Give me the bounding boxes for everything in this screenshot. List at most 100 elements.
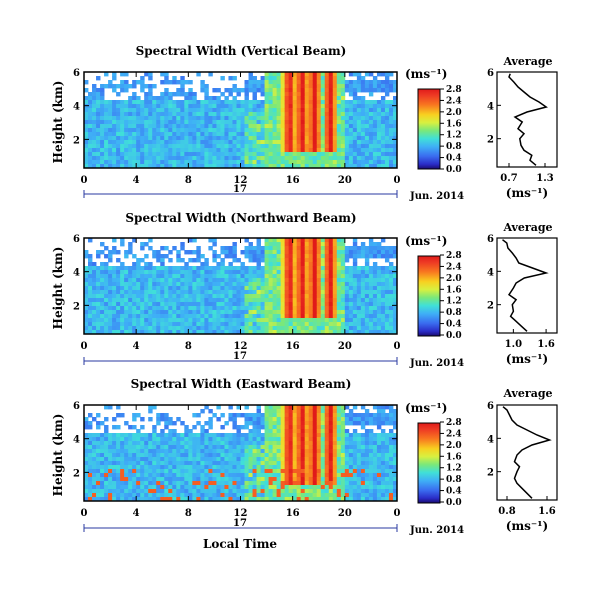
heatmap-cell bbox=[280, 441, 286, 446]
heatmap-cell bbox=[220, 164, 225, 169]
heatmap-cell bbox=[260, 124, 265, 129]
heatmap-cell bbox=[196, 433, 201, 438]
heatmap-cell bbox=[124, 306, 129, 311]
x-tick-label: 12 bbox=[234, 175, 248, 186]
heatmap-cell bbox=[272, 246, 278, 251]
heatmap-cell bbox=[104, 84, 109, 89]
heatmap-cell bbox=[372, 274, 378, 279]
heatmap-cell bbox=[124, 250, 129, 255]
heatmap-cell bbox=[368, 274, 374, 279]
heatmap-cell bbox=[100, 493, 105, 498]
heatmap-cell bbox=[280, 88, 286, 93]
heatmap-cell bbox=[140, 314, 145, 319]
heatmap-cell bbox=[336, 477, 342, 482]
heatmap-cell bbox=[264, 128, 269, 133]
heatmap-cell bbox=[116, 286, 121, 291]
heatmap-cell bbox=[260, 497, 265, 502]
heatmap-cell bbox=[156, 326, 161, 331]
heatmap-cell bbox=[360, 302, 366, 307]
heatmap-cell bbox=[180, 457, 185, 462]
heatmap-cell bbox=[216, 477, 221, 482]
heatmap-cell bbox=[328, 278, 334, 283]
heatmap-cell bbox=[364, 322, 370, 327]
heatmap-cell bbox=[376, 132, 382, 137]
heatmap-cell bbox=[340, 152, 346, 157]
heatmap-cell bbox=[96, 290, 101, 295]
heatmap-cell bbox=[284, 84, 290, 89]
heatmap-cell bbox=[224, 254, 229, 259]
heatmap-cell bbox=[204, 421, 209, 426]
heatmap-cell bbox=[300, 489, 306, 494]
heatmap-cell bbox=[304, 477, 310, 482]
heatmap-cell bbox=[172, 148, 177, 153]
heatmap-cell bbox=[352, 461, 358, 466]
heatmap-cell bbox=[172, 128, 177, 133]
heatmap-cell bbox=[284, 246, 290, 251]
heatmap-cell bbox=[264, 469, 269, 474]
heatmap-cell bbox=[224, 104, 229, 109]
heatmap-cell bbox=[344, 88, 350, 93]
heatmap-cell bbox=[304, 140, 310, 145]
heatmap-cell bbox=[84, 274, 89, 279]
heatmap-cell bbox=[296, 128, 302, 133]
heatmap-cell bbox=[172, 326, 177, 331]
heatmap-cell bbox=[232, 461, 237, 466]
heatmap-cell bbox=[380, 298, 386, 303]
heatmap-cell bbox=[120, 128, 125, 133]
heatmap-cell bbox=[232, 314, 237, 319]
heatmap-cell bbox=[108, 489, 113, 494]
heatmap-cell bbox=[268, 286, 273, 291]
heatmap-cell bbox=[104, 445, 109, 450]
heatmap-cell bbox=[164, 314, 169, 319]
heatmap-cell bbox=[240, 156, 245, 161]
heatmap-cell bbox=[212, 441, 217, 446]
heatmap-cell bbox=[276, 128, 282, 133]
heatmap-cell bbox=[308, 465, 314, 470]
heatmap-cell bbox=[296, 405, 302, 410]
heatmap-cell bbox=[84, 489, 89, 494]
heatmap-cell bbox=[88, 96, 93, 101]
heatmap-cell bbox=[160, 96, 165, 101]
heatmap-cell bbox=[108, 469, 113, 474]
heatmap-cell bbox=[268, 124, 273, 129]
heatmap-cell bbox=[292, 112, 298, 117]
heatmap-cell bbox=[304, 449, 310, 454]
heatmap-cell bbox=[216, 461, 221, 466]
heatmap-cell bbox=[380, 330, 386, 335]
heatmap-cell bbox=[360, 322, 366, 327]
heatmap-cell bbox=[248, 124, 253, 129]
heatmap-cell bbox=[200, 116, 205, 121]
heatmap-cell bbox=[324, 112, 330, 117]
heatmap-cell bbox=[92, 485, 97, 490]
heatmap-cell bbox=[244, 80, 249, 85]
heatmap-cell bbox=[84, 298, 89, 303]
heatmap-cell bbox=[96, 282, 101, 287]
heatmap-cell bbox=[152, 156, 157, 161]
heatmap-cell bbox=[276, 286, 282, 291]
heatmap-cell bbox=[264, 425, 269, 430]
heatmap-cell bbox=[176, 100, 181, 105]
heatmap-cell bbox=[344, 310, 350, 315]
heatmap-cell bbox=[332, 326, 338, 331]
heatmap-cell bbox=[140, 310, 145, 315]
heatmap-cell bbox=[324, 84, 330, 89]
heatmap-cell bbox=[132, 136, 137, 141]
heatmap-cell bbox=[88, 278, 93, 283]
heatmap-cell bbox=[124, 298, 129, 303]
heatmap-cell bbox=[164, 112, 169, 117]
heatmap-cell bbox=[224, 132, 229, 137]
heatmap-cell bbox=[328, 473, 334, 478]
heatmap-cell bbox=[320, 152, 326, 157]
heatmap-cell bbox=[96, 322, 101, 327]
heatmap-cell bbox=[268, 120, 273, 125]
heatmap-cell bbox=[388, 306, 394, 311]
heatmap-cell bbox=[260, 128, 265, 133]
heatmap-cell bbox=[92, 270, 97, 275]
heatmap-cell bbox=[316, 116, 322, 121]
heatmap-cell bbox=[324, 481, 330, 486]
heatmap-cell bbox=[352, 278, 358, 283]
heatmap-cell bbox=[132, 318, 137, 323]
heatmap-cell bbox=[84, 124, 89, 129]
heatmap-cell bbox=[244, 136, 249, 141]
heatmap-cell bbox=[104, 457, 109, 462]
